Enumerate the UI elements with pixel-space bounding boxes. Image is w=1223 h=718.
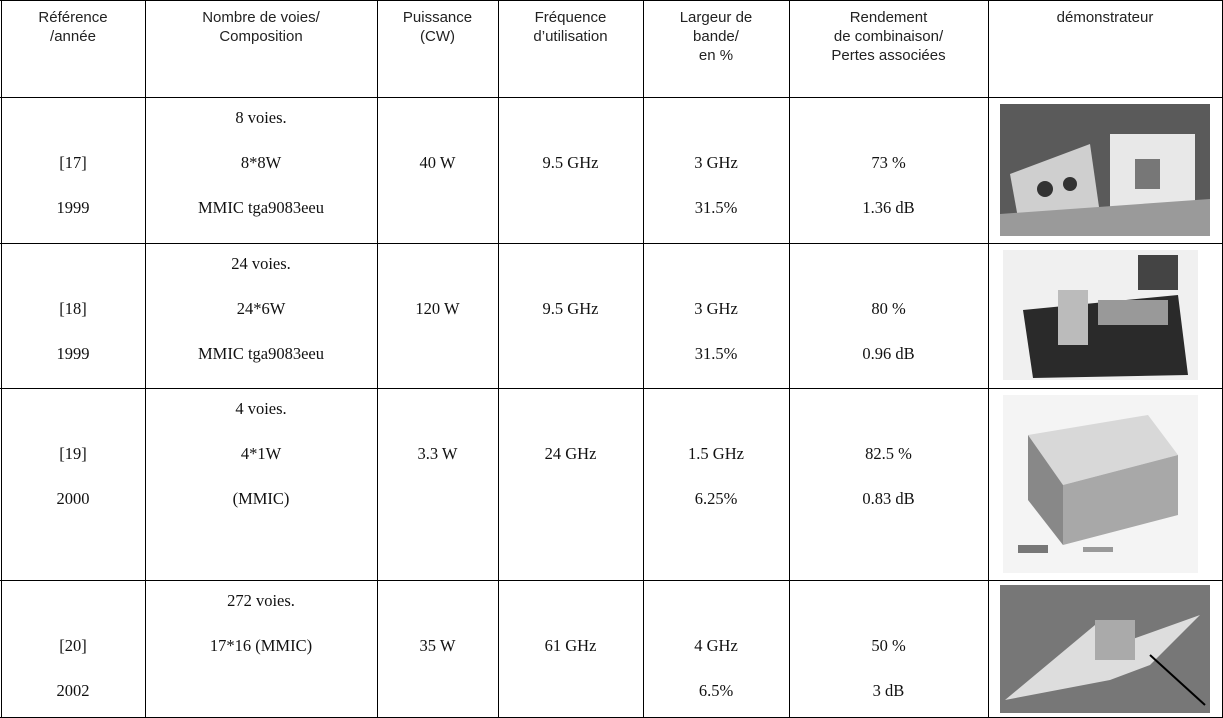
header-text: Puissance [402, 9, 473, 26]
photo [1003, 395, 1198, 573]
header-text: démonstrateur [1056, 9, 1154, 26]
header-text: Fréquence [534, 9, 607, 26]
cell-text: 24 voies. [231, 254, 291, 273]
cell-text: 31.5% [694, 344, 738, 363]
cell-text: 73 % [871, 153, 906, 172]
header-text: Pertes associées [831, 47, 946, 64]
row-rule [0, 580, 1223, 581]
column-rule [789, 0, 790, 718]
cell-text: 2002 [56, 681, 90, 700]
cell-text: 1999 [56, 198, 90, 217]
cell-text: 31.5% [694, 198, 738, 217]
cell-text: 6.25% [694, 489, 738, 508]
cell-text: 3 GHz [694, 153, 738, 172]
header-text: Référence [38, 9, 108, 26]
column-rule [988, 0, 989, 718]
cell-text: 272 voies. [227, 591, 295, 610]
row-rule [0, 97, 1223, 98]
header-text: Nombre de voies/ [202, 9, 320, 26]
cell-text: MMIC tga9083eeu [197, 344, 325, 363]
header-text: bande/ [693, 28, 739, 45]
cell-text: 35 W [419, 636, 456, 655]
header-text: de combinaison/ [833, 28, 944, 45]
cell-text: 120 W [415, 299, 460, 318]
cell-text: 4 voies. [235, 399, 287, 418]
cell-text: 24*6W [236, 299, 286, 318]
cell-text: 9.5 GHz [542, 153, 599, 172]
column-rule [1, 0, 2, 718]
row-rule [0, 0, 1223, 1]
cell-text: 0.96 dB [862, 344, 915, 363]
header-text: Largeur de [679, 9, 753, 26]
cell-text: 3.3 W [417, 444, 458, 463]
cell-text: 17*16 (MMIC) [209, 636, 313, 655]
cell-text: 8 voies. [235, 108, 287, 127]
column-rule [145, 0, 146, 718]
cell-text: 0.83 dB [862, 489, 915, 508]
cell-text: 1.5 GHz [688, 444, 744, 463]
row-rule [0, 243, 1223, 244]
header-text: Rendement [849, 9, 928, 26]
cell-text: 1.36 dB [862, 198, 915, 217]
cell-text: 61 GHz [544, 636, 597, 655]
cell-text: 82.5 % [865, 444, 912, 463]
cell-text: 3 GHz [694, 299, 738, 318]
header-text: en % [698, 47, 734, 64]
cell-text: 1999 [56, 344, 90, 363]
header-text: (CW) [420, 28, 455, 45]
column-rule [377, 0, 378, 718]
cell-text: [19] [59, 444, 87, 463]
header-text: /année [50, 28, 96, 45]
cell-text: 50 % [871, 636, 906, 655]
cell-text: 40 W [419, 153, 456, 172]
column-rule [643, 0, 644, 718]
photo [1000, 585, 1210, 713]
cell-text: 3 dB [872, 681, 905, 700]
cell-text: 6.5% [698, 681, 734, 700]
header-text: Composition [219, 28, 303, 45]
photo [1000, 104, 1210, 236]
column-rule [498, 0, 499, 718]
cell-text: [20] [59, 636, 87, 655]
cell-text: MMIC tga9083eeu [197, 198, 325, 217]
cell-text: 9.5 GHz [542, 299, 599, 318]
cell-text: [17] [59, 153, 87, 172]
cell-text: 24 GHz [544, 444, 597, 463]
cell-text: 4 GHz [694, 636, 738, 655]
cell-text: 2000 [56, 489, 90, 508]
cell-text: (MMIC) [232, 489, 290, 508]
cell-text: [18] [59, 299, 87, 318]
cell-text: 4*1W [240, 444, 282, 463]
header-text: d’utilisation [533, 28, 608, 45]
row-rule [0, 388, 1223, 389]
cell-text: 8*8W [240, 153, 282, 172]
photo [1003, 250, 1198, 380]
cell-text: 80 % [871, 299, 906, 318]
